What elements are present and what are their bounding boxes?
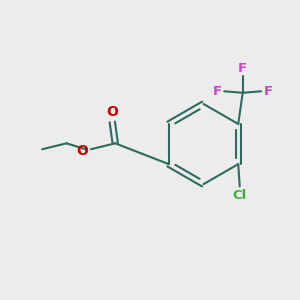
Text: O: O xyxy=(76,144,88,158)
Text: Cl: Cl xyxy=(232,189,247,202)
Text: O: O xyxy=(106,105,118,119)
Text: F: F xyxy=(213,85,222,98)
Text: F: F xyxy=(238,62,247,75)
Text: F: F xyxy=(263,85,273,98)
